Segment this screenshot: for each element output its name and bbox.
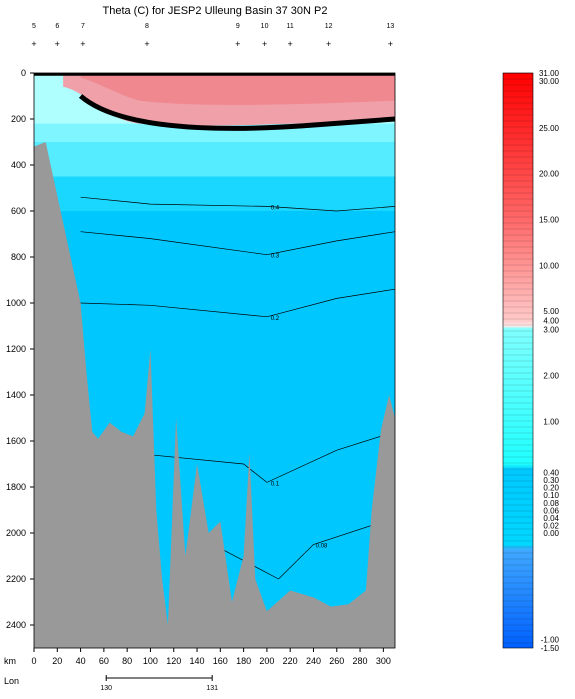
contour-0.3 <box>80 231 396 256</box>
lon-axis-label: Lon <box>4 676 19 686</box>
station-marker-11: + <box>288 39 293 49</box>
lon-tick-label-130: 130 <box>100 685 112 692</box>
x-tick-label-20: 20 <box>52 656 62 666</box>
contour-label-1: 0.3 <box>271 254 280 260</box>
station-label-9: 9 <box>236 23 240 30</box>
colorbar-label--1.50: -1.50 <box>541 644 560 653</box>
lon-tick-label-131: 131 <box>206 685 218 692</box>
x-tick-label-60: 60 <box>99 656 109 666</box>
station-marker-10: + <box>262 39 267 49</box>
y-tick-label-800: 800 <box>11 252 26 262</box>
y-tick-label-1200: 1200 <box>6 344 26 354</box>
station-label-11: 11 <box>287 23 294 30</box>
station-marker-7: + <box>80 39 85 49</box>
colorbar-label-0.30: 0.30 <box>543 476 559 485</box>
station-marker-8: + <box>144 39 149 49</box>
station-marker-5: + <box>31 39 36 49</box>
x-tick-label-300: 300 <box>376 656 391 666</box>
x-tick-label-140: 140 <box>190 656 205 666</box>
lon-axis: Lon 130 131 <box>4 675 218 692</box>
colorbar-label-4.00: 4.00 <box>543 316 559 325</box>
x-tick-label-80: 80 <box>122 656 132 666</box>
plot-frame <box>33 72 396 649</box>
station-label-6: 6 <box>55 23 59 30</box>
colorbar-label-0.20: 0.20 <box>543 484 559 493</box>
colorbar-label-20.00: 20.00 <box>539 170 560 179</box>
contour-0.4 <box>80 196 396 212</box>
colorbar-label-0.40: 0.40 <box>543 469 559 478</box>
station-label-13: 13 <box>386 23 394 30</box>
x-tick-label-0: 0 <box>31 656 36 666</box>
colorbar-label-25.00: 25.00 <box>539 124 560 133</box>
colorbar-label-0.00: 0.00 <box>543 529 559 538</box>
colorbar-label-5.00: 5.00 <box>543 307 559 316</box>
colorbar-label-30.00: 30.00 <box>539 77 560 86</box>
y-tick-label-0: 0 <box>21 68 26 78</box>
station-marker-9: + <box>235 39 240 49</box>
x-tick-label-280: 280 <box>353 656 368 666</box>
station-marker-6: + <box>55 39 60 49</box>
x-axis: km 0 20 40 60 80 100 120 140 160 180 200 220 240 260 28… <box>4 648 391 666</box>
x-tick-label-100: 100 <box>143 656 158 666</box>
colorbar-label-31.00: 31.00 <box>539 69 560 78</box>
contour-label-0: 0.2 <box>271 316 280 322</box>
y-tick-label-1600: 1600 <box>6 436 26 446</box>
y-tick-label-400: 400 <box>11 160 26 170</box>
colorbar-label-1.00: 1.00 <box>543 417 559 426</box>
x-tick-label-240: 240 <box>306 656 321 666</box>
station-label-12: 12 <box>325 23 333 30</box>
y-tick-label-200: 200 <box>11 114 26 124</box>
colorbar-label-0.06: 0.06 <box>543 507 559 516</box>
y-tick-label-1800: 1800 <box>6 482 26 492</box>
colorbar-label-0.10: 0.10 <box>543 491 559 500</box>
station-label-10: 10 <box>261 23 269 30</box>
y-axis: 0 200 400 600 800 1000 1200 1400 1600 1800 2000 220… <box>6 68 34 630</box>
plot-area: 0.2 0.3 0.4 0.1 0.08 <box>33 72 396 649</box>
chart-title: Theta (C) for JESP2 Ulleung Basin 37 30N… <box>102 5 327 17</box>
y-tick-label-2200: 2200 <box>6 574 26 584</box>
y-tick-label-1000: 1000 <box>6 298 26 308</box>
colorbar-label-0.04: 0.04 <box>543 514 559 523</box>
y-tick-label-2400: 2400 <box>6 620 26 630</box>
colorbar-fill <box>502 72 534 649</box>
colorbar-label-3.00: 3.00 <box>543 325 559 334</box>
x-tick-label-220: 220 <box>283 656 298 666</box>
station-marker-12: + <box>326 39 331 49</box>
colorbar-label--1.00: -1.00 <box>541 635 560 644</box>
colorbar-label-0.08: 0.08 <box>543 499 559 508</box>
x-tick-label-180: 180 <box>236 656 251 666</box>
contour-label-2: 0.4 <box>271 205 280 211</box>
station-marker-13: + <box>388 39 393 49</box>
colorbar-label-0.02: 0.02 <box>543 522 559 531</box>
contour-0.2 <box>80 288 396 318</box>
x-tick-label-40: 40 <box>76 656 86 666</box>
contour-0.1 <box>150 431 396 483</box>
station-markers: 5 +6 +7 +8 +9 +10 +11 +12 +13 + <box>31 23 394 49</box>
station-label-7: 7 <box>81 23 85 30</box>
x-tick-label-200: 200 <box>259 656 274 666</box>
warm-water-core <box>80 75 396 105</box>
station-label-8: 8 <box>145 23 149 30</box>
contour-label-3: 0.1 <box>271 481 280 487</box>
x-tick-label-260: 260 <box>329 656 344 666</box>
y-tick-label-1400: 1400 <box>6 390 26 400</box>
colorbar-label-15.00: 15.00 <box>539 216 560 225</box>
y-tick-label-2000: 2000 <box>6 528 26 538</box>
surface-layer <box>34 73 395 76</box>
thermocline <box>78 94 396 131</box>
x-tick-label-120: 120 <box>166 656 181 666</box>
colorbar-label-10.00: 10.00 <box>539 262 560 271</box>
seafloor-bathymetry <box>34 142 395 648</box>
y-tick-label-600: 600 <box>11 206 26 216</box>
x-axis-label: km <box>4 656 16 666</box>
x-tick-label-160: 160 <box>213 656 228 666</box>
contour-label-4: 0.08 <box>316 544 328 550</box>
station-label-5: 5 <box>32 23 36 30</box>
colorbar-label-2.00: 2.00 <box>543 371 559 380</box>
